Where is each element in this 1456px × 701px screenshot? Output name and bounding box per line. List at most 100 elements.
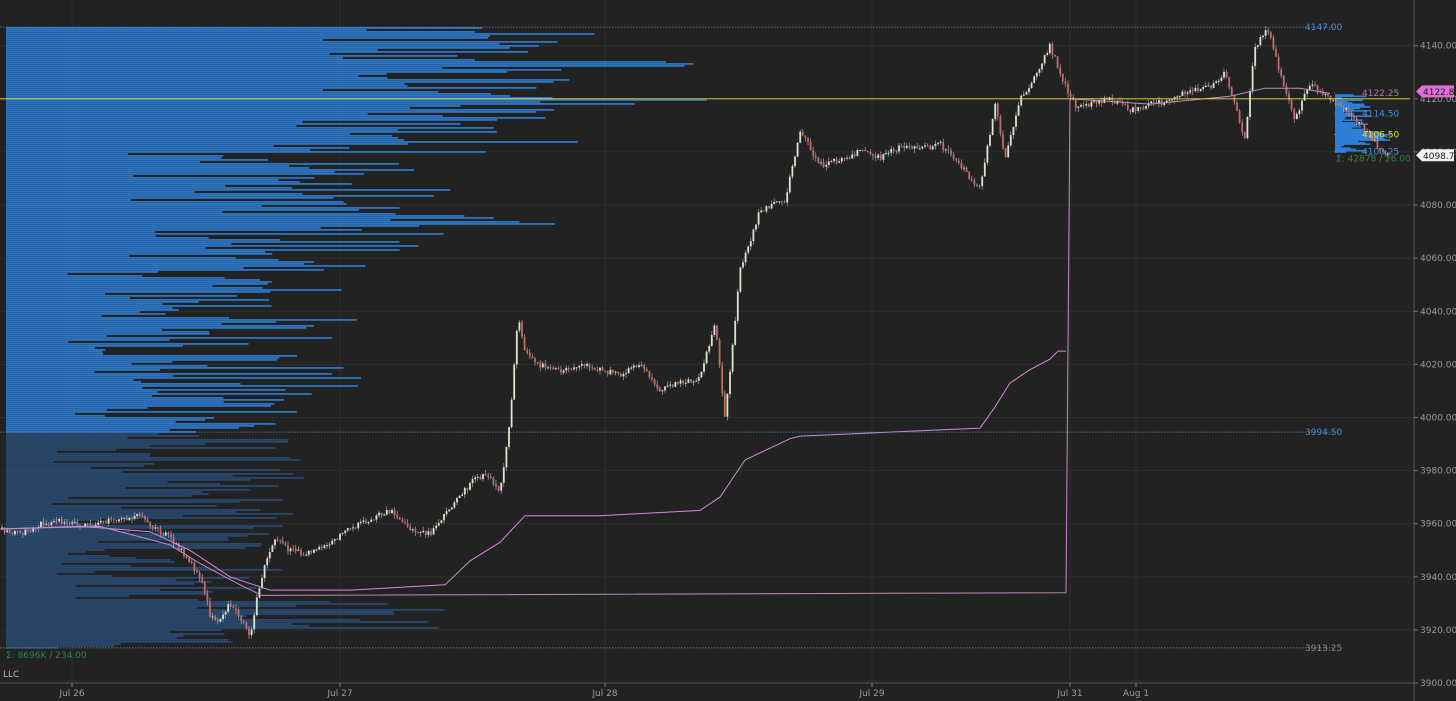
candle-body (799, 131, 802, 143)
profile-bar (6, 289, 342, 291)
profile-bar (6, 47, 511, 49)
candle-body (450, 507, 453, 510)
price-axis[interactable]: 3900.00 3920.00 3940.00 3960.00 3980.00 4000.… (1413, 0, 1456, 701)
candle-body (1223, 72, 1225, 78)
profile-bar (6, 207, 400, 209)
profile-bar (6, 515, 183, 517)
candle-body (1321, 91, 1324, 95)
profile-bar (6, 361, 173, 363)
candle-body (1381, 150, 1384, 152)
candle-body (419, 532, 422, 534)
candle-body (250, 629, 253, 636)
profile-bar (6, 139, 405, 141)
profile-bar (6, 97, 553, 99)
candle-body (1017, 105, 1020, 116)
profile-bar (6, 107, 410, 109)
profile-bar (6, 635, 184, 637)
candle-body (281, 540, 284, 544)
candle-body (1025, 92, 1028, 95)
profile-bar (6, 589, 160, 591)
candle-body (705, 351, 708, 364)
candle-body (820, 162, 822, 164)
profile-bar (6, 333, 210, 335)
profile-bar (6, 429, 170, 431)
candle-body (328, 544, 331, 546)
profile-bar (6, 573, 57, 575)
candle-body (924, 145, 926, 147)
candle-body (747, 246, 750, 253)
candle-body (554, 368, 557, 370)
profile-bar (6, 455, 150, 457)
profile-bar (6, 295, 237, 297)
session-profile-bar (1335, 100, 1348, 103)
candle-body (700, 371, 703, 378)
candle-body (1301, 100, 1303, 111)
profile-bar (6, 87, 537, 89)
candle-body (89, 523, 92, 527)
y-tick-label: 4000.00 (1420, 413, 1456, 423)
candle-body (437, 523, 440, 526)
candle-body (279, 540, 282, 542)
level-label: 4100.25 (1362, 147, 1399, 157)
candle-body (1272, 37, 1275, 49)
candle-body (552, 367, 555, 370)
candle-body (170, 534, 172, 538)
profile-bar (6, 407, 148, 409)
candle-body (123, 517, 126, 519)
price-tags: 4122.82 4098.75 (1416, 85, 1456, 162)
candle-body (365, 520, 367, 524)
profile-bar (6, 473, 295, 475)
profile-bar (6, 117, 546, 119)
profile-bar (6, 629, 222, 631)
candle-body (1038, 69, 1041, 73)
profile-bar (6, 617, 238, 619)
candle-body (1165, 100, 1168, 103)
profile-bar (6, 249, 400, 251)
time-axis[interactable]: Jul 26 Jul 27 Jul 28 Jul 29 Jul 31 Aug 1 (0, 682, 1414, 699)
profile-bar (6, 523, 105, 525)
candle-body (973, 180, 976, 185)
session-profile-bar (1335, 143, 1371, 145)
level-label: 4114.50 (1362, 109, 1399, 119)
profile-stats-session: Σ: 42878 / 26.00 (1336, 154, 1411, 164)
profile-bar (6, 613, 394, 615)
candle-body (586, 363, 588, 366)
candle-body (1282, 75, 1285, 87)
level-label: 3994.50 (1305, 428, 1342, 438)
candle-body (1080, 104, 1082, 107)
candle-body (864, 150, 867, 152)
candle-body (794, 156, 796, 167)
session-profile-bar (1335, 131, 1382, 133)
candle-body (521, 322, 523, 337)
candle-body (359, 521, 362, 523)
candle-body (414, 529, 417, 533)
session-profile-bar (1335, 137, 1385, 140)
profile-bar (6, 291, 271, 293)
candle-body (398, 517, 401, 520)
profile-bar (6, 533, 270, 535)
candle-body (180, 548, 183, 550)
candle-body (323, 545, 326, 549)
profile-bar (6, 437, 128, 439)
candle-body (1132, 107, 1134, 113)
profile-bar (6, 109, 555, 111)
candle-body (1126, 104, 1129, 110)
candle-body (1111, 97, 1114, 103)
profile-bar (6, 435, 200, 437)
vwap-session-line (0, 87, 1331, 596)
profile-bar (6, 257, 236, 259)
profile-bar (6, 319, 357, 321)
profile-bar (6, 281, 272, 283)
candle-body (518, 322, 521, 331)
candle-body (344, 530, 347, 533)
profile-bar (6, 251, 266, 253)
candle-body (1241, 122, 1244, 133)
profile-bar (6, 571, 95, 573)
candle-body (320, 546, 323, 549)
candle-body (505, 446, 508, 468)
candle-body (448, 509, 451, 512)
candle-body (1298, 110, 1301, 114)
profile-bar (6, 209, 360, 211)
